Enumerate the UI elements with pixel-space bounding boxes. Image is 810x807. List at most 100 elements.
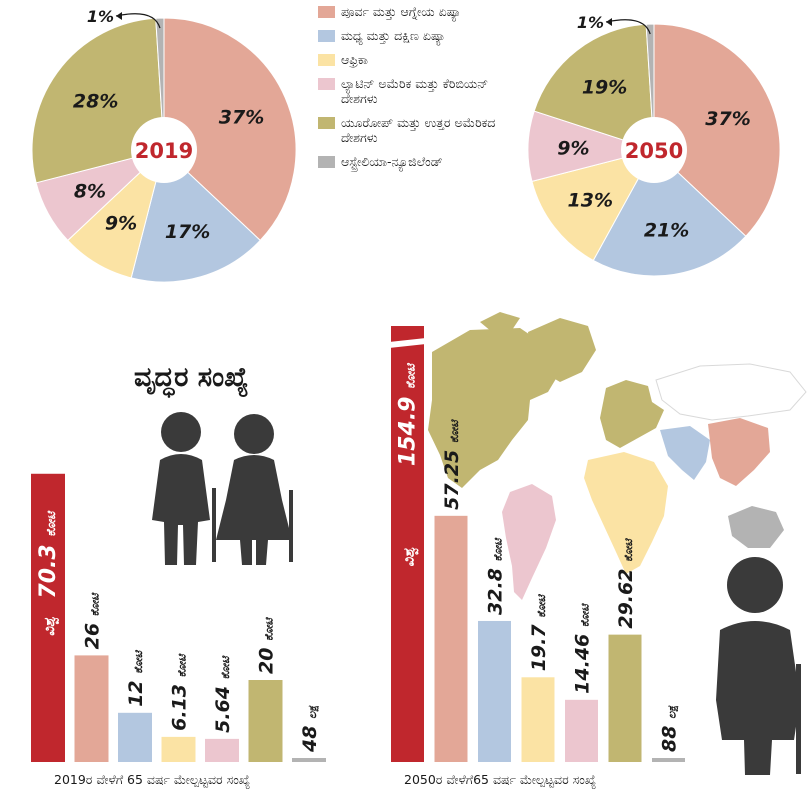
legend-swatch [318,6,335,18]
bar-value: 88 [659,719,681,752]
bar-value-label: 19.7 ಕೋಟಿ [528,593,550,671]
bar-value: 26 [82,616,104,649]
bar-value: 12 [125,674,147,707]
pie-slice [653,23,781,237]
bar [608,634,642,762]
pie-chart-2050: 37% 21% 13% 9% 19% 1% 2050 [527,13,781,277]
pie-slice [533,23,655,151]
legend-swatch [318,54,335,66]
bar-unit: ಕೋಟಿ [535,593,548,618]
legend-item: ಆಫ್ರಿಕಾ [318,52,518,67]
pie-center-year: 2050 [625,139,683,163]
bar-unit: ಕೋಟಿ [448,419,461,444]
bar-category-label: ವಿಶ್ವ [42,616,59,636]
legend-label: ಆಸ್ಟ್ರೇಲಿಯಾ-ನ್ಯೂಜಿಲೆಂಡ್ [341,154,443,169]
world-map [428,312,807,600]
bar-unit: ಕೋಟಿ [404,362,418,389]
map-canada-arctic [480,312,520,332]
elderly-person-icon [716,557,801,775]
legend-item: ಯೂರೋಪ್ ಮತ್ತು ಉತ್ತರ ಅಮೆರಿಕದ ದೇಶಗಳು [318,115,518,145]
bar-unit: ಕೋಟಿ [89,592,102,617]
legend-swatch [318,30,335,42]
legend-label: ಯೂರೋಪ್ ಮತ್ತು ಉತ್ತರ ಅಮೆರಿಕದ ದೇಶಗಳು [341,115,496,145]
bar-value: 19.7 [528,618,550,672]
pie-slice [592,149,747,277]
bar [652,758,685,762]
pie-slice-label: 17% [165,221,210,243]
bar-value-label: 26 ಕೋಟಿ [82,592,104,650]
bar-unit: ಕೋಟಿ [492,537,505,562]
bar-value-label: 154.9 ಕೋಟಿ [396,362,421,466]
bar [161,736,196,762]
caption-2050: 2050ರ ವೇಳೆಗೆ65 ವರ್ಷ ಮೇಲ್ಪಟ್ಟವರ ಸಂಖ್ಯೆ [404,772,597,787]
bar-value: 14.46 [572,627,594,694]
map-europe [600,380,664,448]
bar-unit: ಲಕ್ಷ [306,705,319,719]
legend: ಪೂರ್ವ ಮತ್ತು ಆಗ್ನೇಯ ಏಷ್ಯಾ ಮಧ್ಯ ಮತ್ತು ದಕ್ಷಿ… [318,4,518,178]
legend-swatch [318,156,335,168]
bar [292,758,326,762]
bar-value-label: 20 ಕೋಟಿ [256,616,278,674]
bar-value-label: 29.62 ಕೋಟಿ [615,537,637,628]
legend-label: ಪೂರ್ವ ಮತ್ತು ಆಗ್ನೇಯ ಏಷ್ಯಾ [341,4,462,19]
legend-item: ಆಸ್ಟ್ರೇಲಿಯಾ-ನ್ಯೂಜಿಲೆಂಡ್ [318,154,518,169]
pie-slice-label: 9% [105,213,137,235]
bar [521,677,555,762]
bar-value: 70.3 [36,537,61,599]
pie-slice-label: 28% [73,90,118,112]
callout-line [605,19,651,35]
pie-slice-label: 1% [87,7,114,26]
pie-slice-label: 13% [568,189,613,211]
map-russia [655,363,807,421]
pie-slice-label: 9% [557,137,589,159]
pie-slice [163,17,297,242]
legend-label: ಆಫ್ರಿಕಾ [341,52,368,67]
bar-value-label: 12 ಕೋಟಿ [125,649,147,707]
bar-value-label: 57.25 ಕೋಟಿ [441,419,463,510]
map-east-asia [708,418,770,486]
bar-value-label: 14.46 ಕೋಟಿ [572,603,594,694]
bar [74,655,109,762]
pie-slice-label: 21% [644,220,689,242]
bar-value-label: 88 ಲಕ್ಷ [659,705,681,752]
bar-break-mark [389,338,426,348]
bar [565,699,598,762]
bar-value: 32.8 [485,561,507,615]
map-australia [728,506,784,548]
legend-item: ಲ್ಯಾಟಿನ್ ಅಮೆರಿಕ ಮತ್ತು ಕೆರಿಬಿಯನ್ ದೇಶಗಳು [318,76,518,106]
bar [118,712,152,762]
pie-center-hole [131,117,197,183]
pie-slice-label: 37% [705,108,750,130]
callout-arrowhead [606,18,612,26]
bar-value-label: 70.3 ಕೋಟಿ [36,510,61,599]
legend-swatch [318,117,335,129]
bar-value: 5.64 [212,679,234,733]
pie-slice [155,17,165,151]
map-greenland [528,318,596,382]
bar [31,473,65,762]
bar-chart-2019: 70.3 ಕೋಟಿ ವಿಶ್ವ 26 ಕೋಟಿ 12 ಕೋಟಿ 6.13 ಕೋಟಿ 5.6… [31,473,326,762]
bar-value-label: 6.13 ಕೋಟಿ [169,653,191,731]
bar-unit: ಕೋಟಿ [44,510,58,537]
bar-unit: ಕೋಟಿ [579,603,592,628]
bar-unit: ಕೋಟಿ [622,537,635,562]
legend-item: ಪೂರ್ವ ಮತ್ತು ಆಗ್ನೇಯ ಏಷ್ಯಾ [318,4,518,19]
bar-category-label: ವಿಶ್ವ [402,547,419,567]
map-north-america [428,328,560,488]
bar-unit: ಕೋಟಿ [219,655,232,680]
elderly-count-title: ವೃದ್ಧರ ಸಂಖ್ಯೆ [134,362,249,393]
pie-slice [31,17,165,184]
bar [248,680,283,762]
map-africa [584,452,668,574]
map-south-asia [660,426,710,480]
pie-slice-label: 8% [74,181,106,203]
elderly-couple-icon [152,412,293,565]
callout-line [115,13,161,29]
bar-value: 57.25 [441,443,463,510]
map-south-america [502,484,556,600]
legend-item: ಮಧ್ಯ ಮತ್ತು ದಕ್ಷಿಣ ಏಷ್ಯಾ [318,28,518,43]
bar-unit: ಕೋಟಿ [263,616,276,641]
bar-value: 48 [299,719,321,753]
bar-value: 154.9 [396,389,421,466]
